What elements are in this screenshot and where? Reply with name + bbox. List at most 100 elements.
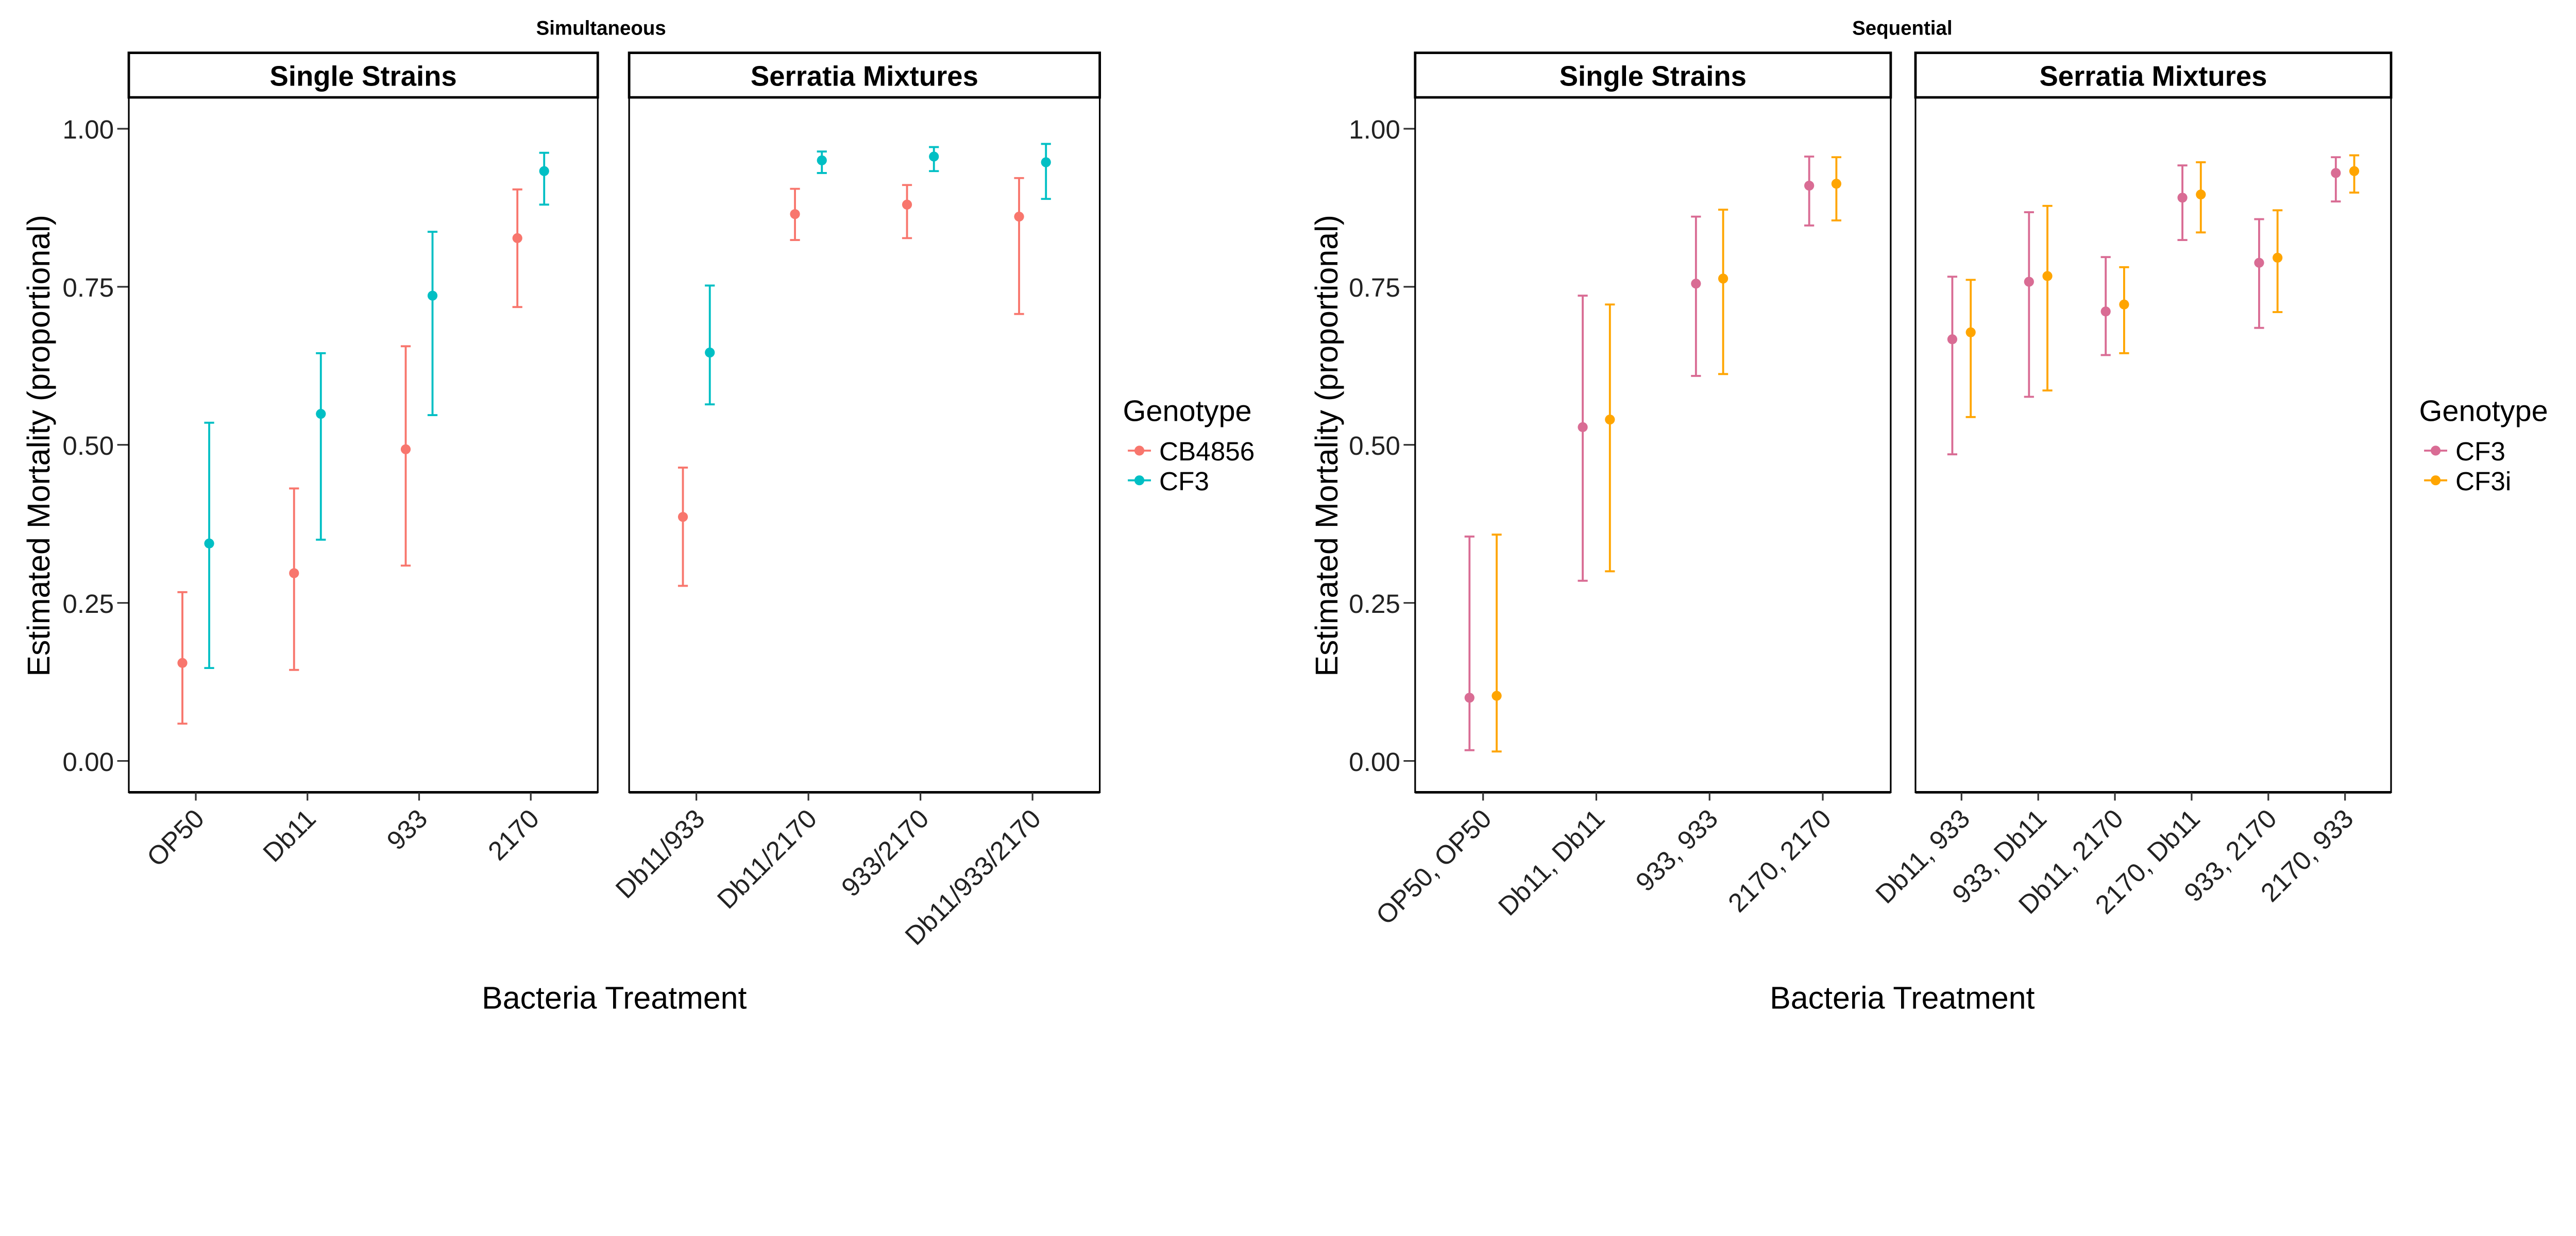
y-tick-label: 0.75 <box>1349 273 1400 302</box>
panel-border <box>1414 96 1892 794</box>
x-tick-label: Db11/933 <box>610 803 710 904</box>
data-point-cf3i <box>1831 179 1841 189</box>
errorbar-cf3 <box>1804 156 1815 227</box>
data-point-cf3 <box>929 151 939 162</box>
errorbar-cf3 <box>1691 215 1701 377</box>
data-point-cb4856 <box>902 199 912 210</box>
facet-label: Serratia Mixtures <box>751 61 978 92</box>
chart-title: Sequential <box>1852 17 1952 39</box>
legend-key-point <box>1134 445 1145 456</box>
errorbar-cb4856 <box>400 345 411 567</box>
data-point-cb4856 <box>790 209 800 219</box>
x-tick-label: Db11 <box>257 803 321 867</box>
errorbar-cf3i <box>1492 534 1502 753</box>
y-tick-label: 0.25 <box>62 589 114 619</box>
facet-strip <box>628 52 1101 99</box>
x-axis-title: Bacteria Treatment <box>1770 980 2035 1015</box>
x-tick-label: Db11, Db11 <box>1493 803 1610 921</box>
data-point-cf3 <box>1464 693 1475 703</box>
data-point-cf3 <box>2254 258 2264 268</box>
errorbar-cf3 <box>427 231 438 417</box>
data-point-cf3 <box>2024 277 2034 287</box>
y-tick-label: 0.00 <box>62 747 114 777</box>
legend-label: CB4856 <box>1159 437 1255 466</box>
errorbar-cb4856 <box>677 467 688 587</box>
legend-title: Genotype <box>1123 394 1251 427</box>
errorbar-cf3i <box>2042 204 2053 392</box>
x-tick-label: 933, 933 <box>1630 803 1723 897</box>
errorbar-cf3 <box>1947 276 1958 456</box>
facet-serratia-mixtures: Serratia Mixtures Db11/933 Db11/2170 933/21… <box>610 52 1101 951</box>
legend-title: Genotype <box>2419 394 2548 427</box>
chart-0: Simultaneous Estimated Mortality (proport… <box>21 17 1255 1015</box>
data-point-cf3 <box>427 290 438 301</box>
errorbar-cf3 <box>2177 164 2188 241</box>
data-point-cf3i <box>2042 271 2053 281</box>
legend-key-point <box>2430 475 2441 486</box>
errorbar-cf3 <box>705 284 715 406</box>
data-point-cf3 <box>2100 306 2111 317</box>
y-tick-label: 1.00 <box>1349 115 1400 144</box>
data-point-cf3 <box>204 538 214 548</box>
y-tick-label: 1.00 <box>62 115 114 144</box>
data-point-cb4856 <box>1014 212 1024 222</box>
y-tick-label: 0.75 <box>62 273 114 302</box>
data-point-cf3i <box>2119 299 2129 310</box>
errorbar-cf3 <box>1464 535 1475 751</box>
errorbar-cb4856 <box>1014 177 1024 315</box>
data-point-cf3 <box>316 409 326 419</box>
x-tick-label: OP50, OP50 <box>1370 803 1497 930</box>
x-tick-label: 933 <box>381 803 433 855</box>
x-tick-label: 2170 <box>482 803 545 866</box>
data-point-cf3 <box>1578 422 1588 433</box>
legend-key-point <box>2430 445 2441 456</box>
panel-border <box>1914 96 2392 794</box>
errorbar-cb4856 <box>289 487 299 671</box>
data-point-cf3i <box>1605 415 1615 425</box>
legend-label: CF3 <box>2455 437 2505 466</box>
chart-1: Sequential Estimated Mortality (proportio… <box>1309 17 2548 1015</box>
y-tick-label: 0.50 <box>62 431 114 460</box>
errorbar-cf3 <box>539 151 549 206</box>
data-point-cf3i <box>2273 252 2283 263</box>
data-point-cf3 <box>705 347 715 358</box>
data-point-cf3 <box>1947 334 1958 345</box>
data-point-cf3 <box>1691 279 1701 289</box>
data-point-cf3 <box>2331 168 2341 178</box>
data-point-cb4856 <box>177 658 188 668</box>
y-tick-label: 0.25 <box>1349 589 1400 619</box>
errorbar-cb4856 <box>177 591 188 725</box>
x-axis-title: Bacteria Treatment <box>482 980 747 1015</box>
data-point-cf3i <box>1965 327 1976 337</box>
data-point-cf3i <box>1492 691 1502 701</box>
x-tick-label: 933/2170 <box>836 803 935 902</box>
data-point-cf3i <box>2196 190 2206 200</box>
panel-border <box>628 96 1101 794</box>
figure: Simultaneous Estimated Mortality (proport… <box>21 17 2548 1015</box>
facet-label: Single Strains <box>270 61 457 92</box>
data-point-cf3i <box>1718 273 1728 284</box>
errorbar-cb4856 <box>512 188 522 308</box>
errorbar-cb4856 <box>902 184 912 239</box>
data-point-cb4856 <box>400 444 411 454</box>
errorbar-cf3i <box>1718 209 1728 375</box>
errorbar-cf3 <box>1041 143 1051 200</box>
facet-strip <box>1414 52 1892 99</box>
data-point-cb4856 <box>289 568 299 578</box>
errorbar-cf3 <box>1578 295 1588 582</box>
x-tick-label: OP50 <box>141 803 210 872</box>
errorbar-cf3 <box>2254 218 2264 329</box>
errorbar-cf3 <box>2331 156 2341 203</box>
data-point-cf3 <box>817 155 827 165</box>
data-point-cf3 <box>1804 180 1815 191</box>
facet-label: Serratia Mixtures <box>2039 61 2267 92</box>
legend-label: CF3 <box>1159 467 1209 496</box>
y-axis-title: Estimated Mortality (proportional) <box>21 215 56 677</box>
errorbar-cf3i <box>1965 279 1976 418</box>
data-point-cb4856 <box>677 512 688 522</box>
data-point-cf3i <box>2349 166 2360 176</box>
